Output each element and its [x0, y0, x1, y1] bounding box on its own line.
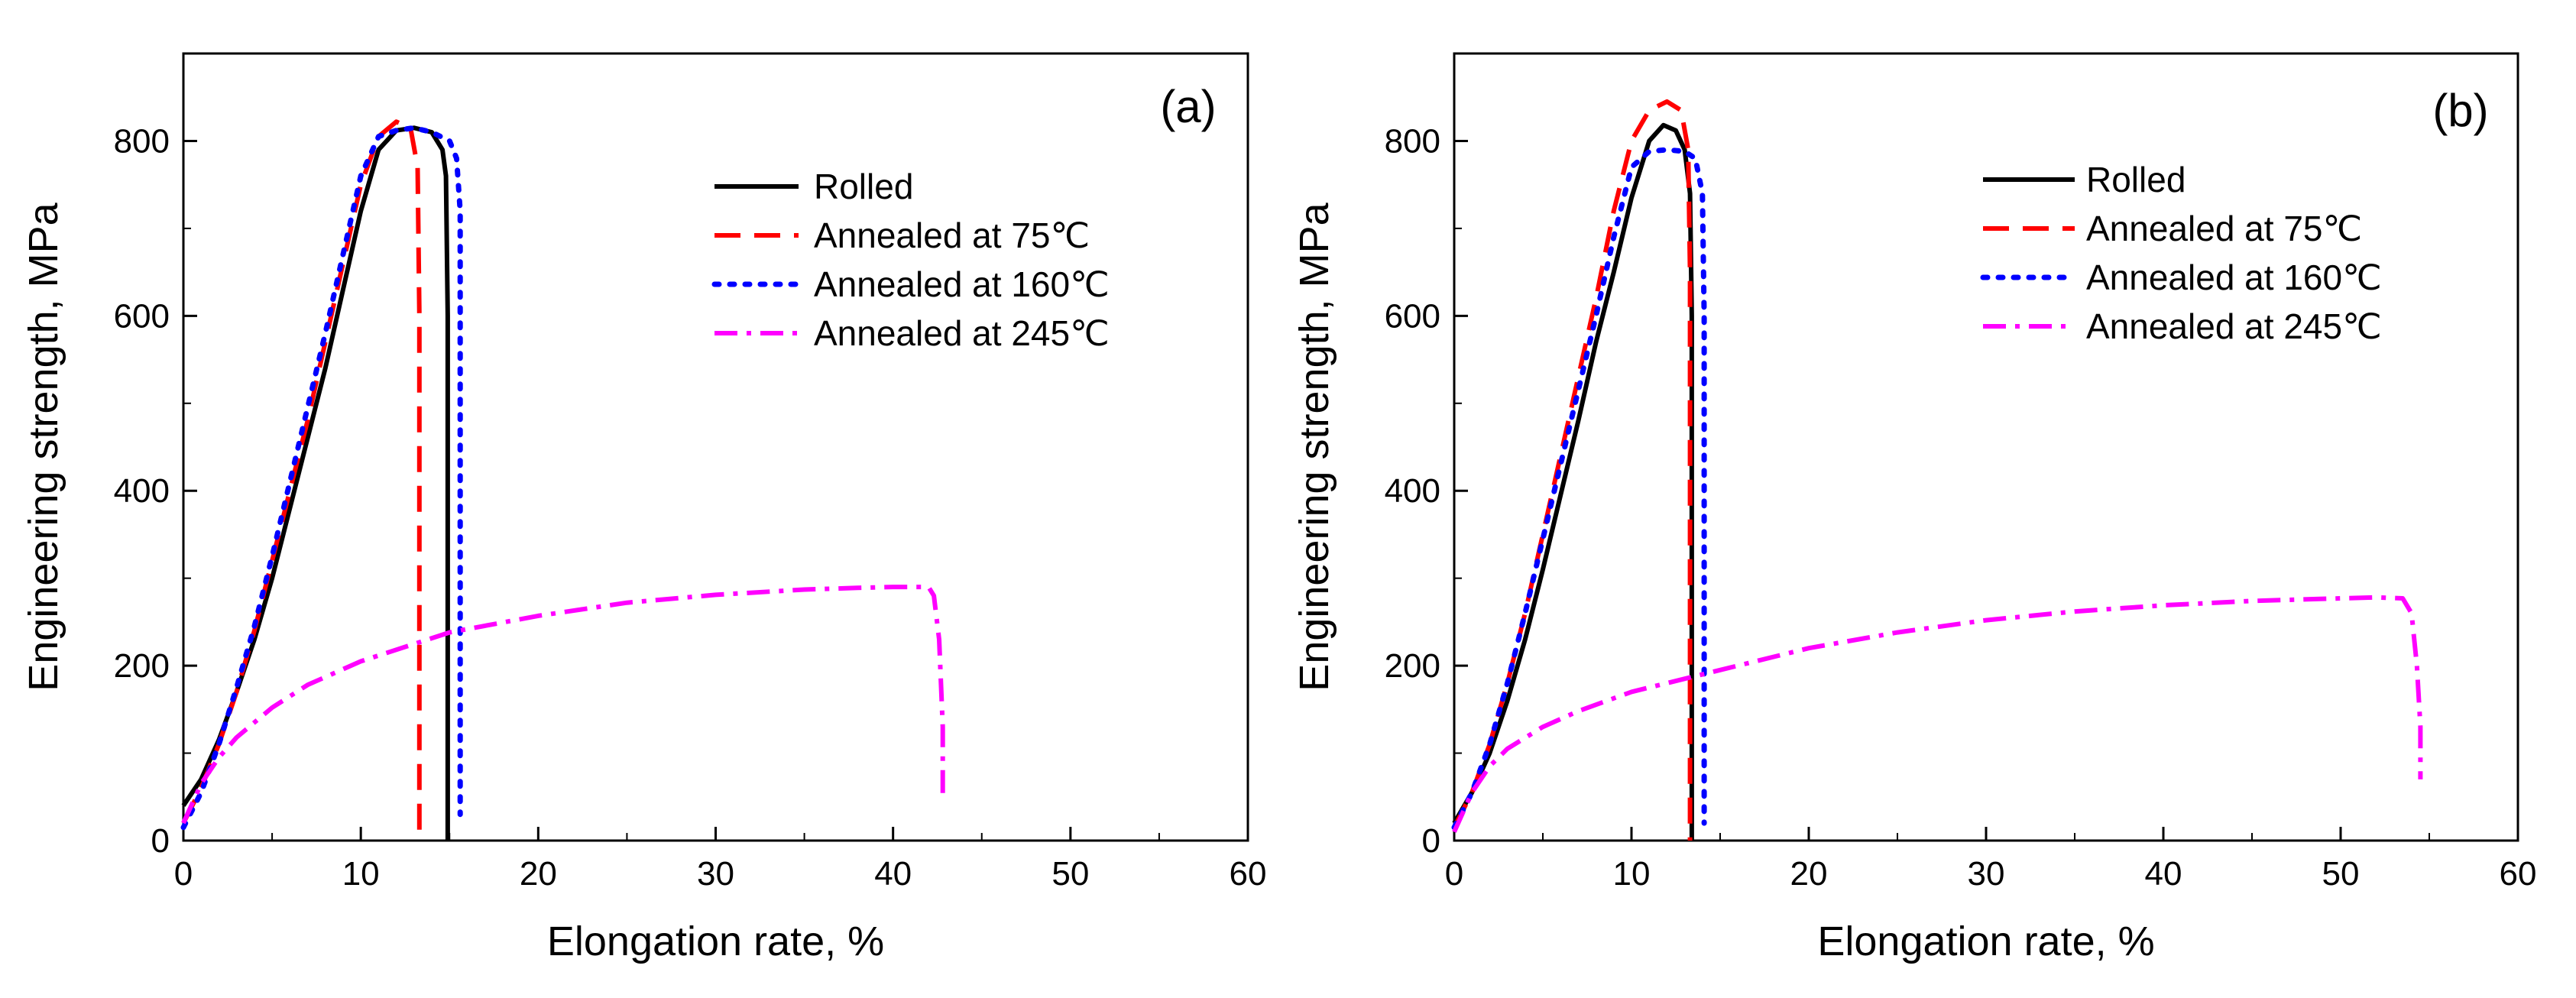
- x-tick-label: 30: [1968, 855, 2005, 893]
- x-tick-label: 20: [520, 855, 557, 893]
- x-tick-label: 50: [2322, 855, 2360, 893]
- x-tick-label: 50: [1051, 855, 1089, 893]
- y-tick-label: 800: [1385, 122, 1440, 160]
- series-line-2: [1452, 99, 1693, 841]
- x-tick-label: 20: [1790, 855, 1828, 893]
- x-tick-label: 30: [697, 855, 734, 893]
- legend-label: Annealed at 160℃: [814, 264, 1110, 304]
- x-tick-label: 60: [2500, 855, 2537, 893]
- x-tick-label: 10: [1613, 855, 1651, 893]
- legend-label: Annealed at 245℃: [814, 313, 1110, 353]
- legend-label: Rolled: [2086, 160, 2186, 199]
- series-line-3: [180, 125, 463, 831]
- legend-label: Annealed at 245℃: [2086, 306, 2382, 346]
- y-axis-title: Engineering strength, MPa: [1291, 202, 1337, 691]
- series-line-4: [181, 585, 945, 825]
- x-tick-label: 60: [1230, 855, 1267, 893]
- x-axis-title: Elongation rate, %: [1817, 919, 2154, 964]
- y-tick-label: 600: [114, 297, 170, 335]
- series-line-1: [1452, 122, 1694, 841]
- legend-label: Annealed at 75℃: [2086, 209, 2362, 248]
- x-tick-label: 0: [174, 855, 193, 893]
- plot-frame: [1453, 52, 2519, 842]
- legend-label: Annealed at 160℃: [2086, 258, 2382, 297]
- x-tick-label: 40: [874, 855, 912, 893]
- series-line-2: [181, 119, 422, 841]
- y-tick-label: 0: [151, 822, 170, 860]
- y-tick-label: 400: [1385, 472, 1440, 510]
- y-axis-title: Engineering strength, MPa: [21, 202, 66, 691]
- y-tick-label: 400: [114, 472, 170, 510]
- legend-label: Rolled: [814, 167, 913, 206]
- x-axis-title: Elongation rate, %: [547, 919, 884, 964]
- panel-label: (b): [2432, 85, 2488, 136]
- plot-frame: [182, 52, 1249, 842]
- y-tick-label: 0: [1422, 822, 1440, 860]
- y-tick-label: 600: [1385, 297, 1440, 335]
- y-tick-label: 800: [114, 122, 170, 160]
- panel-label: (a): [1160, 81, 1216, 132]
- legend-label: Annealed at 75℃: [814, 215, 1090, 255]
- x-tick-label: 0: [1445, 855, 1463, 893]
- x-tick-label: 10: [342, 855, 380, 893]
- series-line-4: [1452, 595, 2423, 833]
- x-tick-label: 40: [2145, 855, 2182, 893]
- y-tick-label: 200: [1385, 647, 1440, 685]
- series-line-3: [1451, 147, 1707, 831]
- y-tick-label: 200: [114, 647, 170, 685]
